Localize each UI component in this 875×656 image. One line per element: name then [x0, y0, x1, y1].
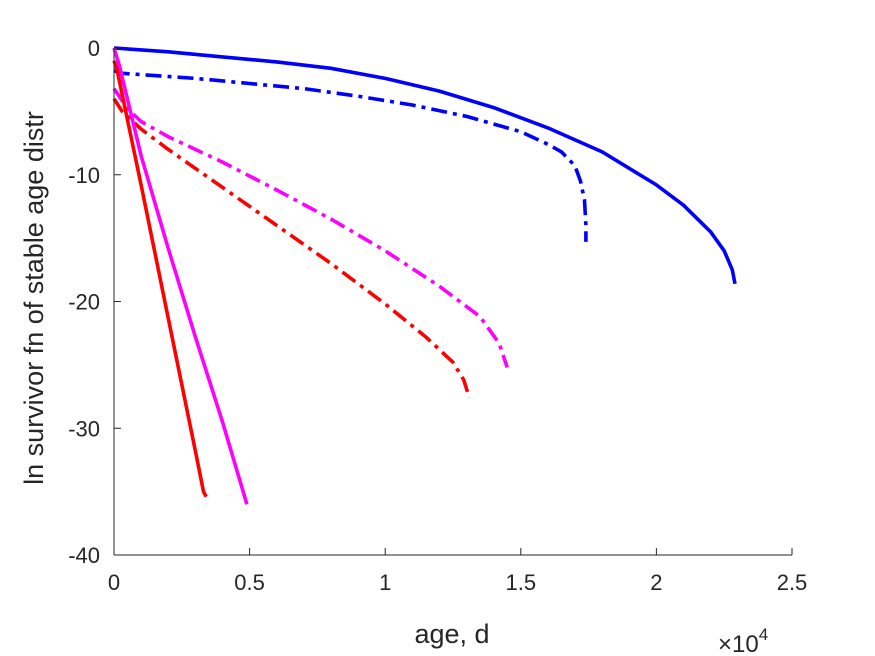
x-multiplier-exponent: 4: [759, 625, 768, 644]
y-tick-label: -20: [68, 290, 100, 315]
y-axis-label: ln survivor fn of stable age distr: [19, 111, 49, 485]
series-line-1: [113, 46, 737, 285]
series-line-3: [112, 87, 509, 368]
series-line-5: [112, 47, 249, 505]
x-axis-multiplier: ×104: [718, 625, 768, 656]
x-tick-label: 2: [650, 570, 662, 595]
x-tick-label: 0: [108, 570, 120, 595]
series-line-6: [112, 60, 208, 498]
series-line-4: [112, 97, 472, 399]
y-tick-label: 0: [88, 36, 100, 61]
x-axis-label: age, d: [414, 619, 489, 649]
y-tick-label: -30: [68, 416, 100, 441]
svg-text:×104: ×104: [718, 625, 768, 656]
x-tick-label: 2.5: [777, 570, 808, 595]
x-multiplier-base: ×10: [718, 631, 759, 656]
x-tick-label: 0.5: [234, 570, 265, 595]
x-tick-label: 1: [379, 570, 391, 595]
x-tick-label: 1.5: [506, 570, 537, 595]
y-tick-label: -10: [68, 163, 100, 188]
series-layer: [112, 46, 737, 505]
series-line-2: [113, 69, 588, 242]
y-tick-label: -40: [68, 543, 100, 568]
axes-layer: 0 0.5 1 1.5 2 2.5 0 -10 -20 -30 -40: [68, 36, 807, 595]
